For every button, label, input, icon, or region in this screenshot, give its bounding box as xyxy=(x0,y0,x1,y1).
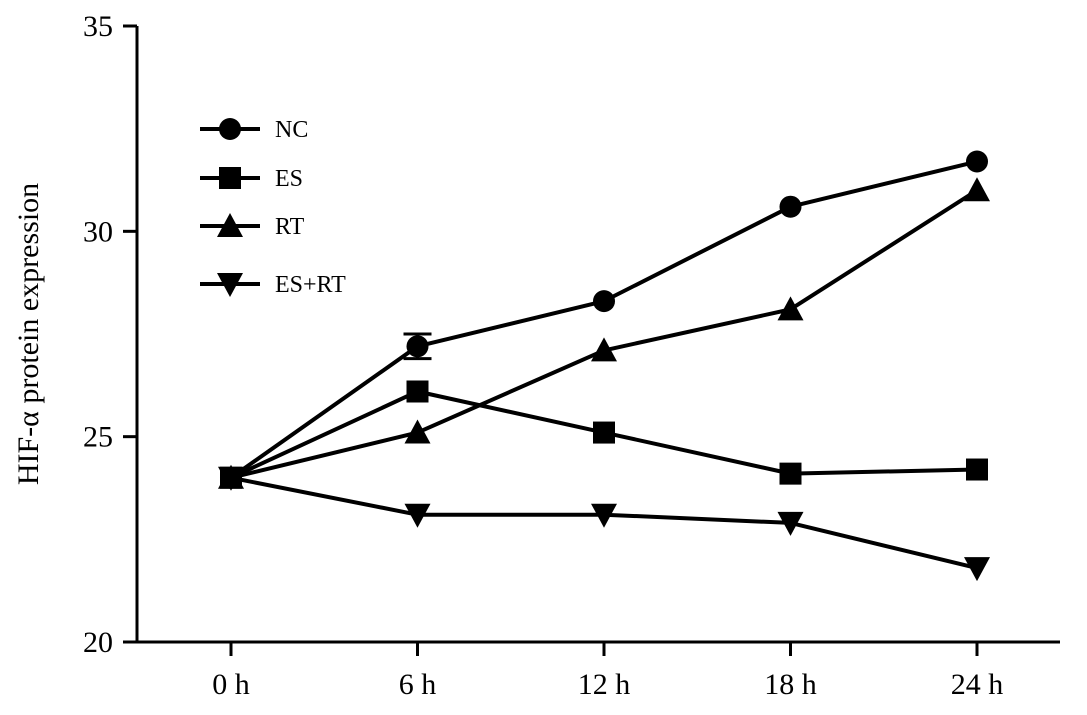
legend-marker-es xyxy=(219,167,241,189)
data-point-rt xyxy=(591,337,617,362)
legend-marker-es-rt xyxy=(217,273,243,297)
legend-label: NC xyxy=(275,117,308,143)
y-axis-label: HIF-α protein expression xyxy=(12,183,45,485)
y-tick-label: 35 xyxy=(83,10,113,43)
data-point-nc xyxy=(406,335,429,358)
data-point-es xyxy=(966,458,988,481)
data-point-rt xyxy=(777,296,804,321)
y-ticks: 20 25 30 35 xyxy=(83,10,137,659)
y-tick-label: 30 xyxy=(83,215,113,248)
x-tick-label: 24 h xyxy=(951,668,1004,701)
series-es-rt xyxy=(218,466,990,582)
x-tick-label: 12 h xyxy=(578,668,631,701)
legend-label: ES xyxy=(275,166,303,192)
axes: 20 25 30 35 0 h 6 h 12 h 18 h 24 h xyxy=(83,10,1060,701)
data-point-es xyxy=(406,380,429,403)
data-point-es-rt xyxy=(591,503,617,528)
legend-item-es: ES xyxy=(200,166,303,192)
legend-marker-rt xyxy=(217,213,243,237)
data-point-es-rt xyxy=(964,557,990,582)
series-es xyxy=(220,380,988,489)
data-point-rt xyxy=(404,419,431,444)
data-point-nc xyxy=(779,195,802,218)
x-tick-label: 0 h xyxy=(212,668,250,701)
y-tick-label: 25 xyxy=(83,421,113,454)
data-point-es-rt xyxy=(218,466,244,491)
data-point-nc xyxy=(593,290,615,313)
legend-item-nc: NC xyxy=(200,117,308,143)
legend-label: RT xyxy=(275,214,305,240)
data-point-rt xyxy=(964,177,990,202)
data-point-nc xyxy=(966,150,988,173)
data-point-es-rt xyxy=(777,511,804,536)
legend-label: ES+RT xyxy=(275,272,346,298)
legend: NC ES RT ES+RT xyxy=(200,117,346,298)
legend-item-rt: RT xyxy=(200,213,305,240)
legend-item-es-rt: ES+RT xyxy=(200,272,346,298)
data-point-es xyxy=(779,462,802,485)
y-tick-label: 20 xyxy=(83,626,113,659)
x-tick-label: 6 h xyxy=(399,668,437,701)
x-ticks: 0 h 6 h 12 h 18 h 24 h xyxy=(212,642,1003,701)
data-point-es-rt xyxy=(404,503,431,528)
legend-marker-nc xyxy=(219,118,241,140)
x-tick-label: 18 h xyxy=(764,668,817,701)
series-layer xyxy=(218,150,990,582)
data-point-es xyxy=(593,421,615,444)
